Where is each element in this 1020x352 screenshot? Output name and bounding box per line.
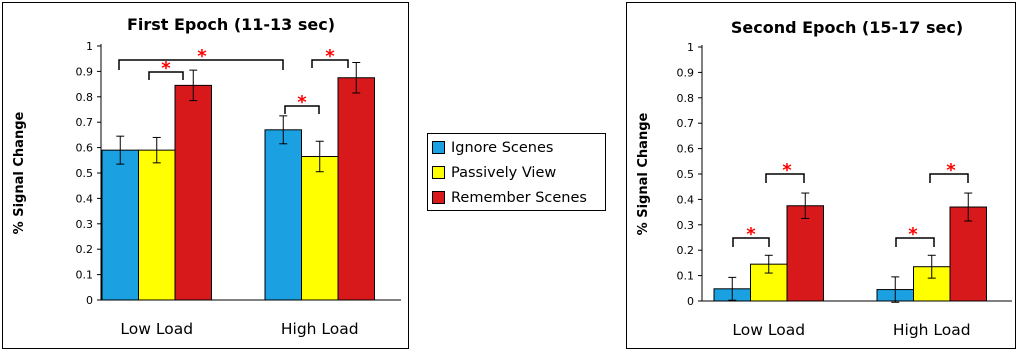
y-tick-label: 0.5 (677, 168, 695, 181)
y-tick-label: 0 (86, 294, 93, 307)
y-tick-label: 0.6 (677, 143, 695, 156)
significance-bracket (118, 59, 284, 70)
y-tick-label: 0.1 (677, 270, 695, 283)
bar-low-load-series-2 (786, 205, 824, 302)
y-tick-label: 0.7 (76, 116, 94, 129)
y-tick-label: 0.1 (76, 269, 94, 282)
y-tick-label: 1 (687, 41, 694, 54)
second-epoch-chart: Second Epoch (15-17 sec) % Signal Change 0… (636, 18, 1012, 339)
bar-high-load-series-0 (264, 129, 302, 301)
legend-label-ignore-scenes: Ignore Scenes (451, 139, 554, 156)
significance-bracket (929, 173, 969, 183)
significance-star: * (908, 224, 918, 245)
y-axis-label: % Signal Change (636, 113, 651, 236)
y-tick-label: 0.3 (76, 218, 94, 231)
first-epoch-chart: First Epoch (11-13 sec) % Signal Change 0 0… (12, 15, 401, 338)
y-tick-label: 1 (86, 40, 93, 53)
significance-star: * (325, 46, 335, 67)
significance-star: * (297, 92, 307, 113)
bar-high-load-series-2 (337, 77, 375, 301)
y-axis-label: % Signal Change (12, 112, 27, 235)
y-tick-label: 0.4 (677, 193, 695, 206)
significance-bracket (765, 173, 805, 183)
y-tick-label: 0.8 (76, 91, 94, 104)
legend-item-remember-scenes: Remember Scenes (432, 185, 605, 210)
bar-low-load-series-1 (138, 149, 176, 301)
y-tick-label: 0.7 (677, 117, 695, 130)
chart-title: Second Epoch (15-17 sec) (731, 18, 963, 37)
significance-bracket (895, 237, 935, 247)
chart-panel-second-epoch: Second Epoch (15-17 sec) % Signal Change 0… (626, 2, 1016, 349)
y-tick-label: 0.3 (677, 219, 695, 232)
y-tick-label: 0.5 (76, 167, 94, 180)
significance-star: * (161, 58, 171, 79)
y-tick-label: 0.8 (677, 92, 695, 105)
legend-label-remember-scenes: Remember Scenes (451, 189, 587, 206)
y-tick-label: 0 (687, 295, 694, 308)
legend-label-passively-view: Passively View (451, 164, 557, 181)
chart-panel-first-epoch: First Epoch (11-13 sec) % Signal Change 0 0… (2, 2, 409, 349)
significance-star: * (782, 160, 792, 181)
significance-star: * (746, 224, 756, 245)
legend-item-ignore-scenes: Ignore Scenes (432, 135, 605, 160)
y-tick-label: 0.2 (677, 244, 695, 257)
legend-swatch-ignore-scenes (432, 141, 445, 154)
significance-bracket (148, 71, 184, 80)
bar-low-load-series-2 (174, 84, 212, 301)
y-tick-label: 0.4 (76, 192, 94, 205)
x-category-label: High Load (893, 321, 971, 339)
y-tick-label: 0.6 (76, 142, 94, 155)
significance-star: * (197, 46, 207, 67)
bar-high-load-series-1 (301, 155, 339, 301)
bar-high-load-series-2 (949, 206, 987, 302)
legend-swatch-passively-view (432, 166, 445, 179)
bar-low-load-series-0 (101, 149, 139, 301)
y-tick-label: 0.9 (76, 65, 94, 78)
y-tick-label: 0.9 (677, 66, 695, 79)
significance-bracket (311, 59, 349, 68)
legend-swatch-remember-scenes (432, 191, 445, 204)
y-tick-label: 0.2 (76, 243, 94, 256)
x-category-label: High Load (281, 320, 359, 338)
x-category-label: Low Load (732, 321, 805, 339)
significance-bracket (732, 237, 770, 247)
significance-star: * (946, 160, 956, 181)
legend-item-passively-view: Passively View (432, 160, 605, 185)
x-category-label: Low Load (120, 320, 193, 338)
chart-title: First Epoch (11-13 sec) (127, 15, 335, 34)
significance-bracket (284, 105, 320, 114)
chart-legend: Ignore Scenes Passively View Remember Sc… (427, 133, 606, 211)
